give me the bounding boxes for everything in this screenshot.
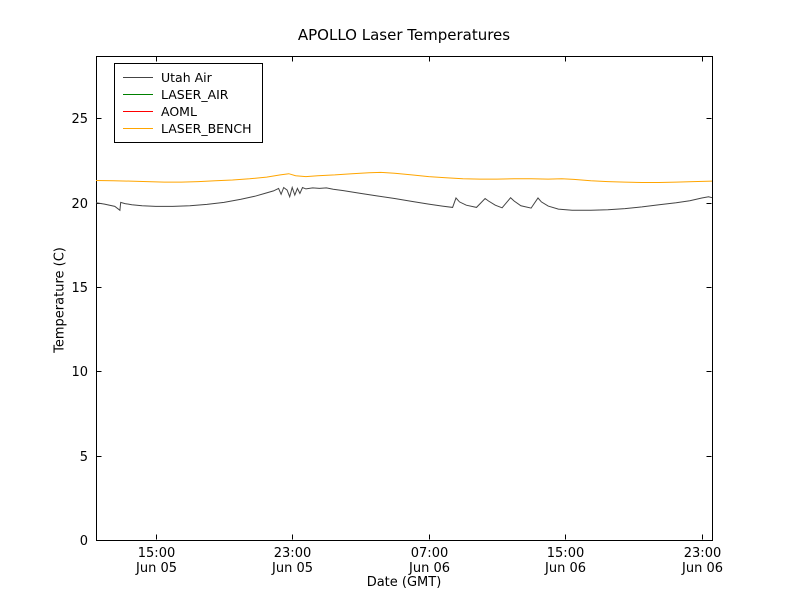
legend-line-sample — [123, 128, 153, 129]
legend-item-laser-air: LASER_AIR — [123, 86, 252, 103]
y-tick-label: 15 — [71, 281, 88, 296]
x-tick-label: 07:00 — [411, 546, 448, 561]
x-tick-label: 23:00 — [684, 546, 721, 561]
x-tick-sublabel: Jun 06 — [681, 561, 723, 576]
x-tick-sublabel: Jun 05 — [135, 561, 177, 576]
y-tick-label: 10 — [71, 365, 88, 380]
legend-label: LASER_BENCH — [161, 121, 252, 136]
legend-item-utah-air: Utah Air — [123, 69, 252, 86]
series-line-laser-bench — [95, 171, 713, 183]
y-tick-label: 20 — [71, 197, 88, 212]
y-tick-label: 5 — [80, 450, 88, 465]
legend-line-sample — [123, 94, 153, 95]
legend-item-aoml: AOML — [123, 103, 252, 120]
x-tick-sublabel: Jun 05 — [271, 561, 313, 576]
legend-item-laser-bench: LASER_BENCH — [123, 120, 252, 137]
y-tick-label: 25 — [71, 112, 88, 127]
x-tick-sublabel: Jun 06 — [408, 561, 450, 576]
series-line-utah-air — [95, 185, 713, 212]
legend-label: AOML — [161, 104, 197, 119]
legend-line-sample — [123, 111, 153, 112]
y-axis-label: Temperature (C) — [52, 247, 68, 353]
x-tick-sublabel: Jun 06 — [544, 561, 586, 576]
legend-label: LASER_AIR — [161, 87, 229, 102]
y-tick-label: 0 — [80, 534, 88, 549]
x-axis-label: Date (GMT) — [366, 575, 442, 590]
x-tick-label: 15:00 — [547, 546, 584, 561]
legend-line-sample — [123, 77, 153, 78]
x-tick-label: 15:00 — [138, 546, 175, 561]
legend: Utah Air LASER_AIR AOML LASER_BENCH — [114, 63, 263, 143]
legend-label: Utah Air — [161, 70, 212, 85]
x-tick-label: 23:00 — [274, 546, 311, 561]
chart-title: APOLLO Laser Temperatures — [297, 26, 511, 44]
plot-frame — [96, 56, 713, 541]
